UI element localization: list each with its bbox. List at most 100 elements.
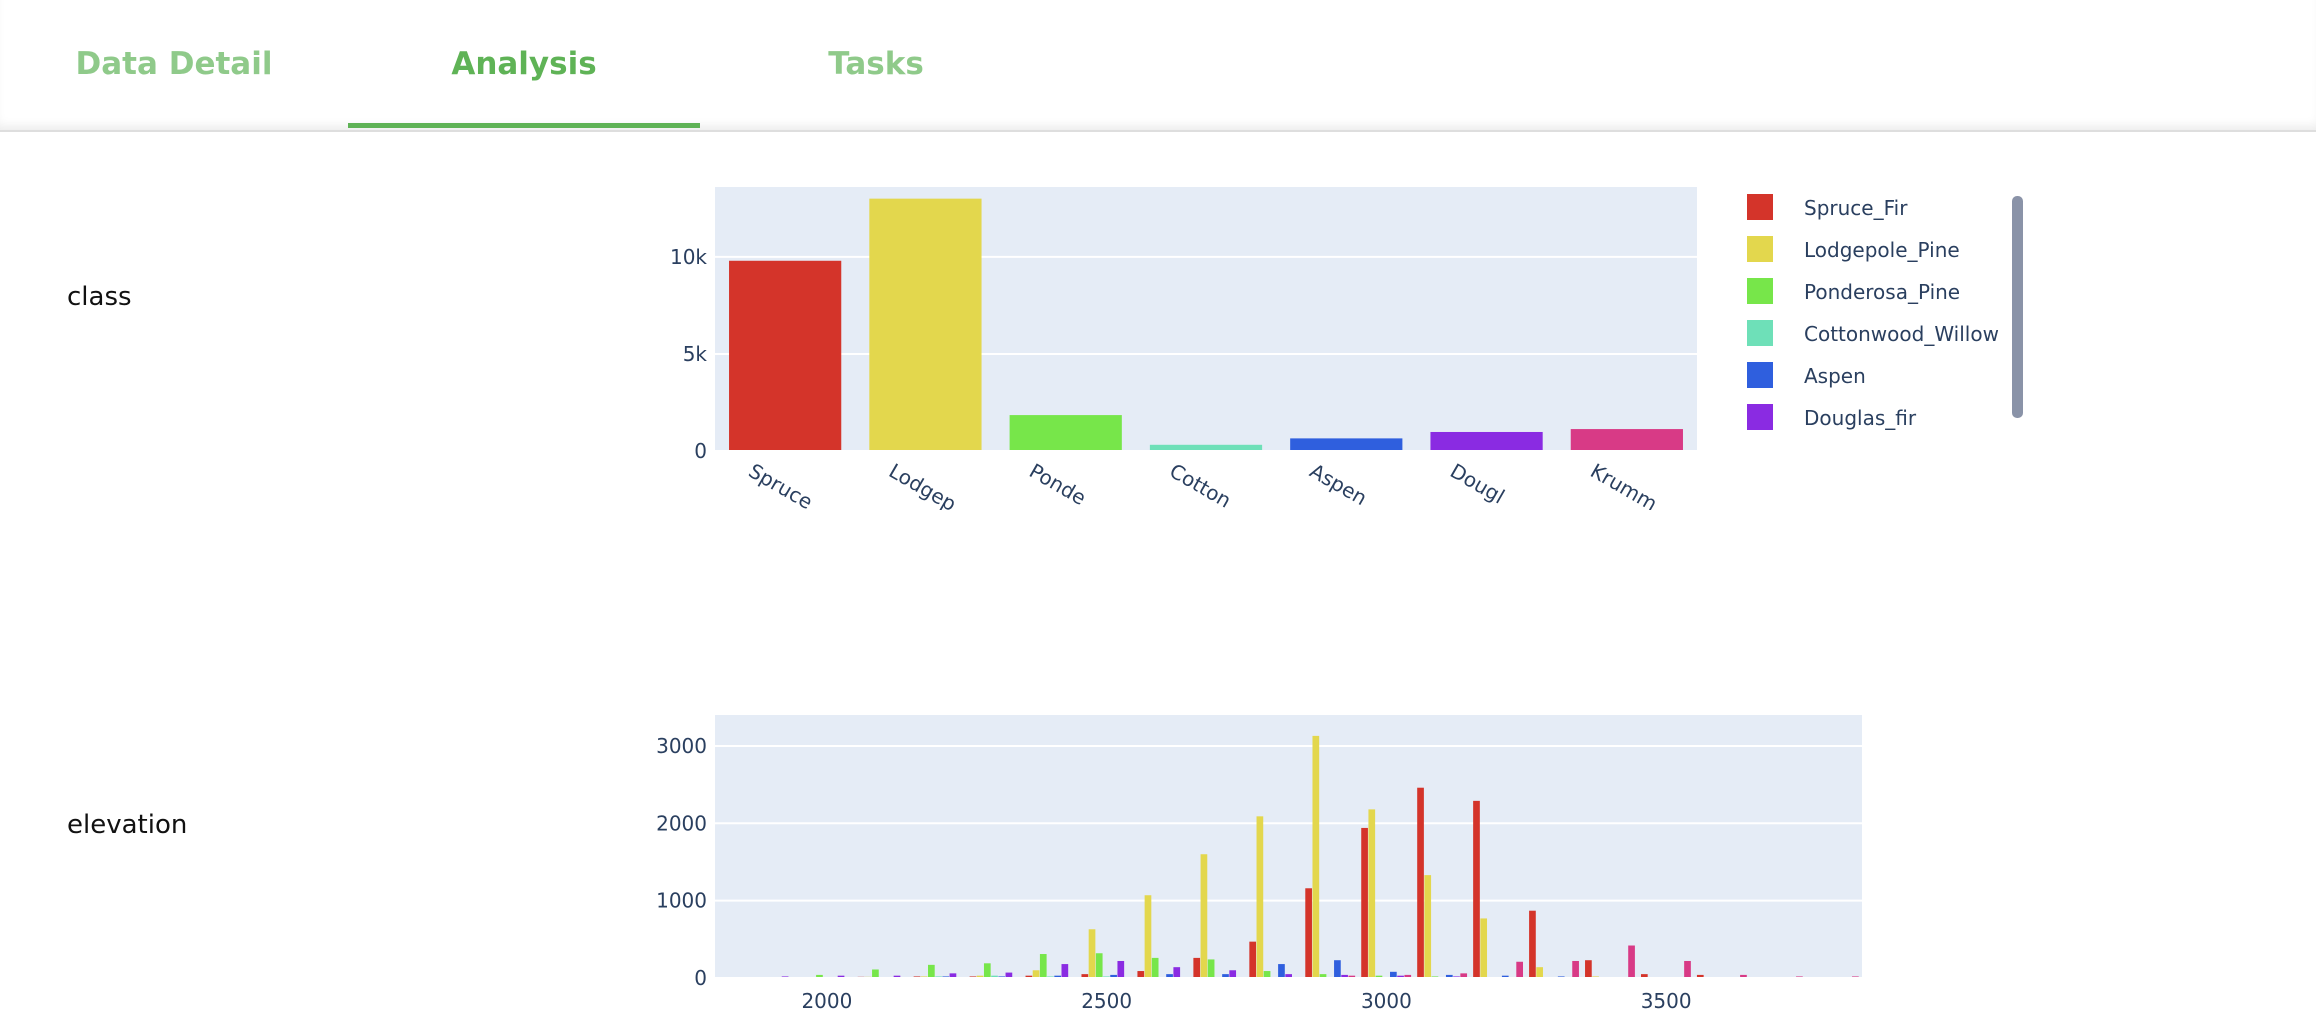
bar-ponderosa_pine[interactable] <box>983 963 991 978</box>
bar-spruce_fir[interactable] <box>1696 974 1704 978</box>
x-tick-label: 3000 <box>1361 989 1412 1013</box>
bar-krummholz[interactable] <box>1628 945 1635 978</box>
x-tick-label: 2500 <box>1081 989 1132 1013</box>
tab-data-detail[interactable]: Data Detail <box>75 46 273 82</box>
bar-cottonwood_willow[interactable] <box>1149 444 1263 451</box>
bar-aspen[interactable] <box>1501 975 1509 978</box>
legend-label-aspen[interactable]: Aspen <box>1804 364 1866 388</box>
bar-ponderosa_pine[interactable] <box>872 969 879 978</box>
tab-tasks[interactable]: Tasks <box>828 46 924 82</box>
legend-swatch-spruce_fir[interactable] <box>1747 194 1773 220</box>
legend-label-lodgepole_pine[interactable]: Lodgepole_Pine <box>1804 238 1960 262</box>
bar-ponderosa_pine[interactable] <box>1319 974 1327 978</box>
y-tick-label: 2000 <box>656 811 707 835</box>
bar-ponderosa_pine[interactable] <box>928 964 935 978</box>
bar-spruce_fir[interactable] <box>1417 787 1424 978</box>
y-tick-label: 0 <box>694 966 707 990</box>
bar-aspen[interactable] <box>1334 960 1341 978</box>
tab-bar: Data Detail Analysis Tasks <box>0 0 2316 132</box>
bar-spruce_fir[interactable] <box>1361 827 1368 978</box>
bar-krummholz[interactable] <box>1516 961 1523 978</box>
bar-douglas_fir[interactable] <box>1229 970 1237 978</box>
bar-lodgepole_pine[interactable] <box>1200 854 1208 978</box>
bar-ponderosa_pine[interactable] <box>1009 415 1122 451</box>
plot-area <box>715 187 1697 451</box>
bar-spruce_fir[interactable] <box>1305 888 1312 978</box>
bar-douglas_fir[interactable] <box>893 975 901 978</box>
legend-scrollbar[interactable] <box>2012 196 2023 418</box>
bar-douglas_fir[interactable] <box>1430 431 1543 451</box>
bar-aspen[interactable] <box>1054 975 1061 978</box>
legend-label-ponderosa_pine[interactable]: Ponderosa_Pine <box>1804 280 1960 304</box>
bar-lodgepole_pine[interactable] <box>1368 809 1376 978</box>
legend-swatch-cottonwood_willow[interactable] <box>1747 320 1773 346</box>
bar-krummholz[interactable] <box>1684 960 1691 978</box>
bar-douglas_fir[interactable] <box>1341 974 1348 978</box>
bar-douglas_fir[interactable] <box>1005 972 1013 978</box>
bar-krummholz[interactable] <box>1740 974 1747 978</box>
bar-aspen[interactable] <box>1290 438 1403 451</box>
bar-spruce_fir[interactable] <box>1137 971 1145 978</box>
bar-lodgepole_pine[interactable] <box>1312 735 1320 978</box>
bar-spruce_fir[interactable] <box>1025 975 1033 978</box>
bar-douglas_fir[interactable] <box>1117 960 1125 978</box>
section-label-elevation: elevation <box>67 810 188 840</box>
bar-douglas_fir[interactable] <box>1173 967 1181 978</box>
bar-douglas_fir[interactable] <box>1285 974 1292 978</box>
bar-douglas_fir[interactable] <box>1397 975 1404 978</box>
bar-ponderosa_pine[interactable] <box>1207 959 1215 978</box>
bar-lodgepole_pine[interactable] <box>1536 967 1543 978</box>
bar-lodgepole_pine[interactable] <box>1032 970 1040 978</box>
bar-aspen[interactable] <box>1166 974 1173 978</box>
bar-lodgepole_pine[interactable] <box>1256 816 1264 978</box>
bar-spruce_fir[interactable] <box>1193 957 1201 978</box>
bar-krummholz[interactable] <box>1460 973 1468 978</box>
bar-aspen[interactable] <box>1110 974 1117 978</box>
bar-spruce_fir[interactable] <box>1585 960 1592 978</box>
x-tick-label: Dougl <box>1446 459 1509 509</box>
bar-aspen[interactable] <box>1278 964 1285 978</box>
plot-area <box>715 715 1862 978</box>
legend-label-douglas_fir[interactable]: Douglas_fir <box>1804 406 1917 430</box>
bar-ponderosa_pine[interactable] <box>1039 954 1047 978</box>
legend-label-spruce_fir[interactable]: Spruce_Fir <box>1804 196 1908 220</box>
bar-aspen[interactable] <box>1390 971 1397 978</box>
active-tab-indicator <box>348 123 700 128</box>
legend-swatch-lodgepole_pine[interactable] <box>1747 236 1773 262</box>
bar-spruce_fir[interactable] <box>1081 974 1089 978</box>
bar-lodgepole_pine[interactable] <box>869 198 982 451</box>
bar-krummholz[interactable] <box>1570 429 1683 451</box>
bar-douglas_fir[interactable] <box>837 975 845 978</box>
bar-lodgepole_pine[interactable] <box>1480 918 1488 978</box>
bar-ponderosa_pine[interactable] <box>1263 971 1271 978</box>
bar-lodgepole_pine[interactable] <box>1088 929 1096 978</box>
bar-spruce_fir[interactable] <box>1249 941 1257 978</box>
legend-swatch-aspen[interactable] <box>1747 362 1773 388</box>
bar-spruce_fir[interactable] <box>1473 800 1480 978</box>
class-bar-chart: 0 5k 10k Spruce Lodgep Ponde Cotton Aspen Dougl K… <box>670 187 2023 510</box>
bar-aspen[interactable] <box>1445 974 1453 978</box>
bar-douglas_fir[interactable] <box>949 973 957 978</box>
bar-ponderosa_pine[interactable] <box>1375 975 1383 978</box>
bar-spruce_fir[interactable] <box>1640 974 1648 978</box>
bar-krummholz[interactable] <box>1404 974 1412 978</box>
bar-spruce_fir[interactable] <box>1529 910 1536 978</box>
bar-cottonwood_willow[interactable] <box>991 975 998 978</box>
legend-swatch-ponderosa_pine[interactable] <box>1747 278 1773 304</box>
legend-label-cottonwood_willow[interactable]: Cottonwood_Willow <box>1804 322 1999 346</box>
bar-krummholz[interactable] <box>1348 975 1356 978</box>
bar-spruce_fir[interactable] <box>729 260 842 451</box>
bar-lodgepole_pine[interactable] <box>976 975 984 978</box>
bar-krummholz[interactable] <box>1572 960 1579 978</box>
x-tick-label: Lodgep <box>885 459 961 510</box>
bar-ponderosa_pine[interactable] <box>1095 953 1103 978</box>
legend-swatch-douglas_fir[interactable] <box>1747 404 1773 430</box>
x-tick-label: 2000 <box>801 989 852 1013</box>
bar-ponderosa_pine[interactable] <box>1151 957 1159 978</box>
bar-douglas_fir[interactable] <box>1061 964 1069 978</box>
bar-ponderosa_pine[interactable] <box>816 974 823 978</box>
bar-lodgepole_pine[interactable] <box>1144 895 1152 978</box>
bar-lodgepole_pine[interactable] <box>1424 875 1432 978</box>
tab-analysis[interactable]: Analysis <box>451 46 597 82</box>
bar-aspen[interactable] <box>1222 974 1229 978</box>
